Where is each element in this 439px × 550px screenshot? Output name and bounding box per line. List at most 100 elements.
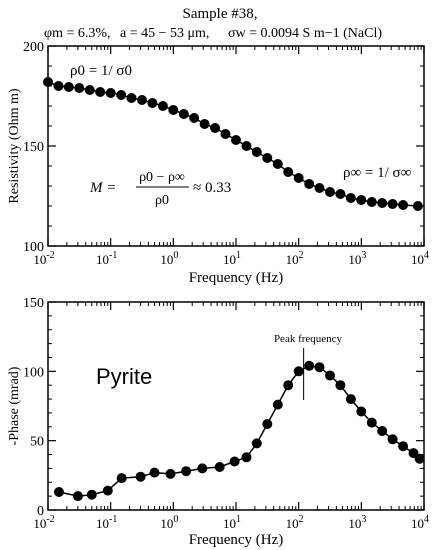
- resistivity-data-point: [220, 129, 231, 139]
- phase-xtick-exponent: -2: [46, 514, 54, 525]
- resistivity-data-point: [95, 87, 106, 97]
- resistivity-ylabel: Resistivity (Ohm m): [7, 88, 22, 203]
- header-phi: φm = 6.3%,: [44, 26, 111, 41]
- phase-data-point: [181, 466, 192, 477]
- resistivity-data-point: [262, 153, 273, 163]
- phase-data-point: [356, 406, 367, 417]
- resistivity-xlabel: Frequency (Hz): [189, 270, 284, 286]
- phase-ytick-label: 100: [23, 365, 44, 380]
- m-formula-denominator: ρ0: [155, 193, 169, 208]
- phase-data-point: [304, 360, 315, 371]
- resistivity-data-point: [356, 195, 367, 205]
- resistivity-data-point: [335, 189, 346, 199]
- phase-data-point: [262, 419, 273, 429]
- phase-data-point: [86, 489, 97, 500]
- resistivity-data-point: [84, 85, 95, 95]
- resistivity-xtick-exponent: 0: [173, 250, 178, 261]
- phase-data-point: [335, 380, 346, 391]
- peak-frequency-label: Peak frequency: [274, 333, 343, 345]
- phase-data-point: [366, 417, 377, 428]
- resistivity-data-point: [304, 179, 315, 189]
- phase-data-point: [272, 399, 283, 410]
- resistivity-data-point: [231, 135, 241, 145]
- resistivity-xtick-label: 103: [348, 250, 366, 267]
- phase-plot-frame: [47, 301, 425, 511]
- resistivity-data-point: [251, 147, 262, 157]
- phase-data-point: [414, 453, 425, 464]
- resistivity-xtick-exponent: 3: [361, 250, 366, 261]
- header-sigma: σw = 0.0094 S m−1 (NaCl): [228, 26, 382, 41]
- phase-xtick-exponent: 2: [299, 514, 304, 525]
- phase-data-point: [72, 491, 83, 502]
- resistivity-data-point: [43, 77, 53, 87]
- resistivity-data-point: [147, 98, 158, 108]
- phase-xtick-exponent: -1: [109, 514, 117, 525]
- resistivity-data-point: [63, 82, 74, 92]
- resistivity-xtick-exponent: -2: [46, 250, 54, 261]
- resistivity-data-point: [241, 141, 252, 151]
- resistivity-data-point: [398, 200, 409, 210]
- resistivity-data-point: [293, 173, 304, 183]
- phase-xtick-label: 104: [411, 514, 429, 531]
- resistivity-ticks: 1 0 -2 10-1 100 101 102 103 104 100 150 200: [23, 40, 429, 267]
- resistivity-xtick-label: 102: [286, 250, 304, 267]
- resistivity-data-point: [325, 187, 335, 197]
- phase-xtick-exponent: 1: [236, 514, 241, 525]
- resistivity-data-point: [105, 88, 116, 98]
- resistivity-xtick-exponent: 2: [299, 250, 304, 261]
- resistivity-data-point: [345, 193, 356, 203]
- resistivity-data-point: [53, 81, 64, 91]
- phase-xtick-label: 101: [223, 514, 241, 531]
- resistivity-data-point: [366, 197, 377, 207]
- resistivity-xtick-label: 100: [160, 250, 178, 267]
- phase-ylabel: -Phase (mrad): [7, 366, 22, 445]
- resistivity-xtick-label: 104: [411, 250, 429, 267]
- phase-xtick-exponent: 0: [173, 514, 178, 525]
- phase-data-point: [241, 452, 252, 463]
- header-line1: Sample #38,: [183, 6, 258, 22]
- phase-data-point: [54, 487, 64, 497]
- resistivity-chart: 1 0 -2 10-1 100 101 102 103 104 100 150 200 Resisti…: [7, 40, 429, 286]
- phase-data-point: [165, 468, 176, 479]
- phase-data-point: [135, 471, 146, 482]
- phase-data-point: [116, 473, 127, 484]
- resistivity-data-point: [168, 105, 179, 115]
- resistivity-series: [43, 77, 423, 211]
- resistivity-data-point: [272, 159, 283, 169]
- rhoinf-annotation: ρ∞ = 1/ σ∞: [343, 165, 411, 181]
- resistivity-data-point: [178, 109, 189, 119]
- phase-xtick-label: 103: [348, 514, 366, 531]
- resistivity-xtick-label: 101: [223, 250, 241, 267]
- resistivity-ytick-label: 100: [23, 240, 44, 255]
- phase-data-point: [293, 366, 304, 377]
- resistivity-data-point: [210, 123, 221, 133]
- mineral-label: Pyrite: [96, 364, 152, 389]
- phase-ytick-label: 150: [23, 296, 44, 311]
- resistivity-data-point: [283, 167, 294, 177]
- resistivity-ytick-label: 200: [23, 40, 44, 55]
- phase-data-point: [229, 456, 240, 467]
- phase-data-point: [197, 463, 208, 474]
- rho0-annotation: ρ0 = 1/ σ0: [70, 63, 132, 79]
- header-grain-size: a = 45 − 53 μm,: [120, 26, 209, 41]
- phase-series: [54, 360, 425, 502]
- resistivity-xtick-exponent: 4: [424, 250, 429, 261]
- resistivity-data-point: [189, 113, 200, 123]
- resistivity-data-point: [314, 183, 325, 193]
- phase-xlabel: Frequency (Hz): [189, 532, 284, 548]
- phase-data-point: [314, 362, 325, 373]
- resistivity-xtick-exponent: -1: [109, 250, 117, 261]
- resistivity-data-point: [387, 199, 398, 209]
- phase-xtick-label: 100: [160, 514, 178, 531]
- resistivity-data-point: [377, 198, 388, 208]
- resistivity-xtick-label: 10-1: [96, 250, 117, 267]
- m-formula-rhs: ≈ 0.33: [193, 180, 231, 196]
- phase-data-point: [214, 462, 225, 472]
- phase-xtick-exponent: 3: [361, 514, 366, 525]
- phase-ytick-label: 50: [30, 435, 44, 450]
- phase-xtick-label: 10-1: [96, 514, 117, 531]
- phase-data-point: [325, 370, 335, 381]
- phase-xtick-label: 102: [286, 514, 304, 531]
